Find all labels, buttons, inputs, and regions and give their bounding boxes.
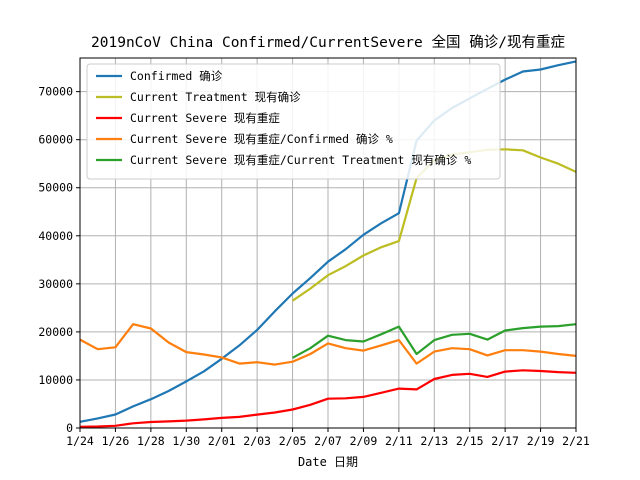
y-tick-label: 40000 [38,229,73,243]
x-axis: 1/24 1/26 1/28 1/30 2/01 2/03 2/05 2/07 2/09 2/11… [66,428,590,448]
x-tick-label: 2/03 [243,434,271,448]
x-tick-label: 1/30 [172,434,200,448]
x-tick-label: 2/09 [350,434,378,448]
x-axis-label: Date 日期 [298,455,358,469]
series-line-4 [292,323,577,359]
x-tick-label: 2/17 [491,434,519,448]
x-tick-label: 2/21 [562,434,590,448]
x-tick-label: 2/15 [456,434,484,448]
y-tick-label: 10000 [38,373,73,387]
legend-label-1: Current Treatment 现有确诊 [130,90,301,104]
x-tick-label: 2/07 [314,434,342,448]
y-tick-label: 30000 [38,277,73,291]
x-tick-label: 2/13 [420,434,448,448]
y-tick-label: 50000 [38,181,73,195]
x-tick-label: 1/28 [137,434,165,448]
y-tick-label: 60000 [38,133,73,147]
x-tick-label: 1/24 [66,434,94,448]
chart-title: 2019nCoV China Confirmed/CurrentSevere 全… [91,33,565,51]
x-tick-label: 2/19 [527,434,555,448]
y-tick-label: 70000 [38,85,73,99]
legend-label-0: Confirmed 确诊 [130,69,223,83]
x-tick-label: 2/01 [208,434,236,448]
legend-label-2: Current Severe 现有重症 [130,111,280,125]
y-tick-label: 20000 [38,325,73,339]
series-line-3 [79,323,577,366]
x-tick-label: 1/26 [102,434,130,448]
legend: Confirmed 确诊 Current Treatment 现有确诊 Curren… [86,63,501,180]
legend-box [86,63,501,180]
x-tick-label: 2/05 [279,434,307,448]
legend-label-4: Current Severe 现有重症/Current Treatment 现有… [130,153,471,167]
x-tick-label: 2/11 [385,434,413,448]
legend-label-3: Current Severe 现有重症/Confirmed 确诊 % [130,132,393,146]
y-tick-label: 0 [66,421,73,435]
y-axis: 0 10000 20000 30000 40000 50000 60000 70000 [38,85,80,435]
series-line-2 [79,369,577,428]
